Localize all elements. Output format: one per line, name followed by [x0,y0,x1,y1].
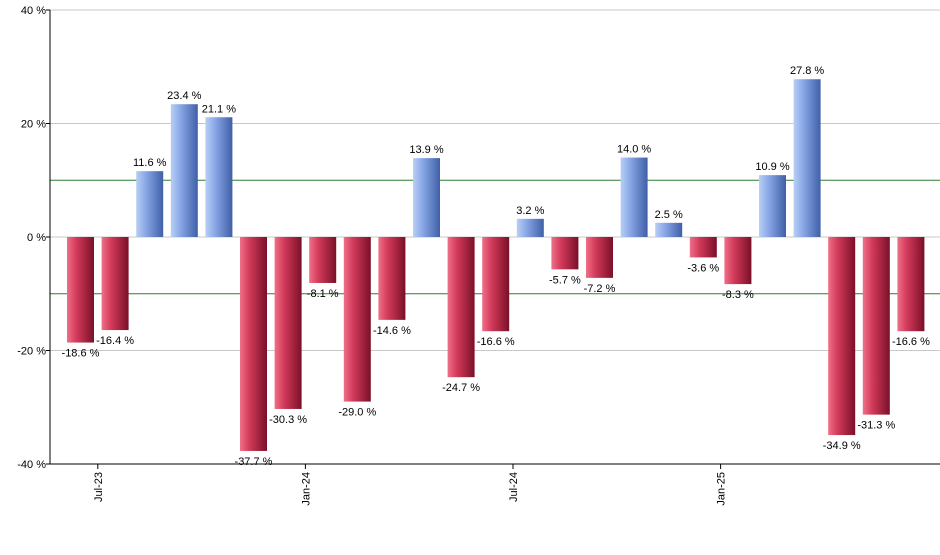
bar [378,237,406,320]
bar [136,171,164,237]
x-tick-label: Jul-23 [93,472,105,502]
bar [862,237,890,415]
bar [101,237,129,331]
axes: -40 % -20 % 0 % 20 % 40 % Jul-23 Jan-24 Jul-24 J… [17,5,940,506]
bar [205,117,233,237]
data-label: 23.4 % [167,90,201,102]
data-label: 2.5 % [655,209,683,221]
bar [67,237,94,343]
bars [67,79,925,451]
data-label: 21.1 % [202,103,236,115]
bar [897,237,925,332]
bar [551,237,579,270]
y-tick-label: -40 % [17,459,46,471]
data-label: 11.6 % [133,157,167,169]
data-label: 10.9 % [755,161,789,173]
y-tick-label: -20 % [17,346,46,358]
bar [724,237,752,285]
bar [793,79,821,237]
bar [240,237,267,451]
data-labels: -18.6 %-16.4 % 11.6 % 23.4 %21.1 % -37.7 % -… [62,65,931,468]
bar [759,175,786,237]
bar [586,237,613,278]
bar [343,237,371,402]
data-label: -3.6 % [687,262,719,274]
bar [689,237,717,258]
y-tick-label: 20 % [21,119,46,131]
data-label: -18.6 % [62,348,100,360]
x-tick-label: Jan-24 [300,472,312,506]
bar [516,218,544,237]
data-label: -30.3 % [269,414,307,426]
data-label: -34.9 % [823,440,861,452]
data-label: -29.0 % [338,407,376,419]
bar [309,237,337,283]
data-label: 27.8 % [790,65,824,77]
bar [170,104,198,237]
x-tick-label: Jul-24 [508,472,520,502]
data-label: 14.0 % [617,144,651,156]
bar [413,158,440,237]
data-label: -37.7 % [235,456,273,468]
bar [828,237,856,436]
data-label: -16.6 % [892,336,930,348]
bar [655,222,683,237]
data-label: -8.3 % [722,289,754,301]
data-label: 13.9 % [409,144,443,156]
data-label: -24.7 % [442,382,480,394]
data-label: -16.4 % [96,335,134,347]
data-label: -16.6 % [477,336,515,348]
data-label: 3.2 % [516,205,544,217]
data-label: -14.6 % [373,325,411,337]
data-label: -8.1 % [307,288,339,300]
data-label: -31.3 % [857,420,895,432]
y-tick-label: 40 % [21,5,46,17]
bar [482,237,510,332]
data-label: -5.7 % [549,274,581,286]
bar [620,157,648,237]
bar [447,237,475,378]
bar [274,237,302,409]
y-tick-label: 0 % [27,232,46,244]
data-label: -7.2 % [584,283,616,295]
x-tick-label: Jan-25 [716,472,728,506]
